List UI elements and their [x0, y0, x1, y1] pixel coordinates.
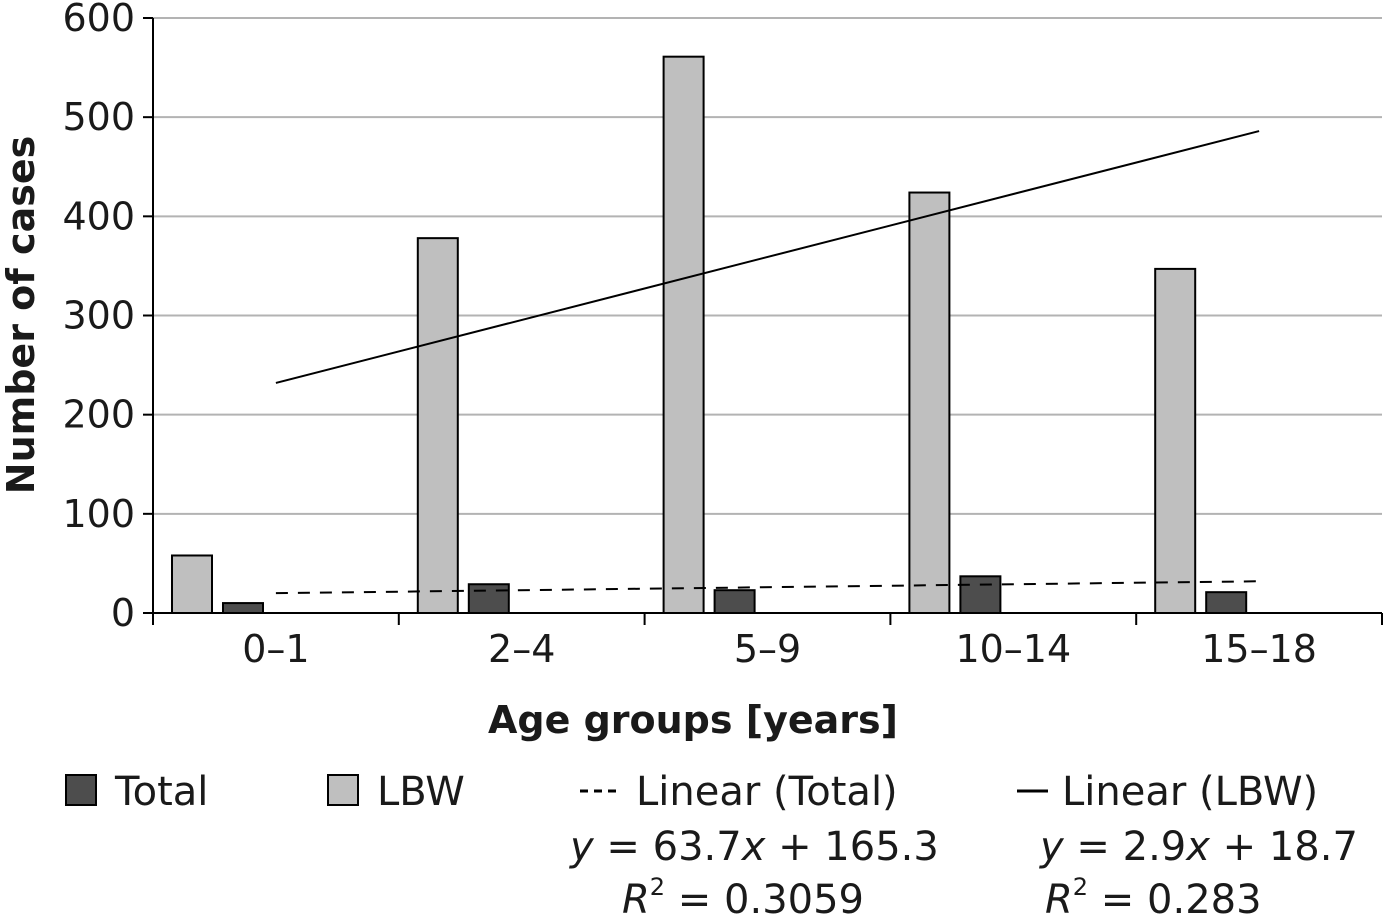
legend-label-total: Total [114, 769, 208, 815]
equation-total: y = 63.7x + 165.3 [569, 824, 939, 870]
r-squared-total: R2 = 0.3059 [622, 873, 864, 919]
legend-swatch-total [65, 774, 97, 806]
y-tick-label: 600 [62, 0, 135, 40]
y-axis-title: Number of cases [0, 136, 43, 494]
x-tick-label: 5–9 [734, 627, 801, 671]
r-squared-lbw: R2 = 0.283 [1045, 873, 1262, 919]
y-tick-label: 200 [62, 393, 135, 437]
x-tick-label: 0–1 [242, 627, 309, 671]
y-tick-label: 100 [62, 492, 135, 536]
x-axis-title: Age groups [years] [488, 698, 898, 742]
bar-total-0 [222, 602, 264, 614]
gridlines [153, 17, 1382, 515]
x-tick-label: 2–4 [488, 627, 555, 671]
x-tick-label: 15–18 [1201, 627, 1317, 671]
equation-lbw: y = 2.9x + 18.7 [1039, 824, 1358, 870]
bar-lbw-0 [171, 554, 213, 615]
bar-total-4 [1205, 591, 1248, 614]
y-tick-label: 300 [62, 294, 135, 338]
legend-label-linear-lbw: Linear (LBW) [1062, 769, 1318, 815]
legend-label-linear-total: Linear (Total) [636, 769, 898, 815]
y-tick-labels: 0 100 200 300 400 500 600 [62, 0, 153, 635]
y-tick-label: 400 [62, 194, 135, 238]
bar-total-2 [713, 589, 756, 614]
bar-lbw-1 [416, 237, 459, 614]
bar-total-3 [959, 575, 1002, 615]
bar-lbw-2 [662, 55, 705, 615]
bar-lbw-4 [1154, 267, 1197, 614]
x-tick-labels: 0–1 2–4 5–9 10–14 15–18 [152, 613, 1383, 671]
trendlines [275, 130, 1260, 595]
bar-total-1 [467, 583, 510, 614]
legend-swatch-lbw [327, 774, 359, 806]
trendline-lbw [275, 130, 1260, 384]
legend: Total LBW Linear (Total) Linear (LBW) y … [65, 769, 1358, 919]
bars [171, 55, 1248, 615]
bar-lbw-3 [908, 191, 951, 615]
y-tick-label: 0 [111, 591, 135, 635]
legend-label-lbw: LBW [377, 769, 465, 815]
x-tick-label: 10–14 [955, 627, 1071, 671]
y-tick-label: 500 [62, 95, 135, 139]
trendline-total [275, 580, 1260, 595]
